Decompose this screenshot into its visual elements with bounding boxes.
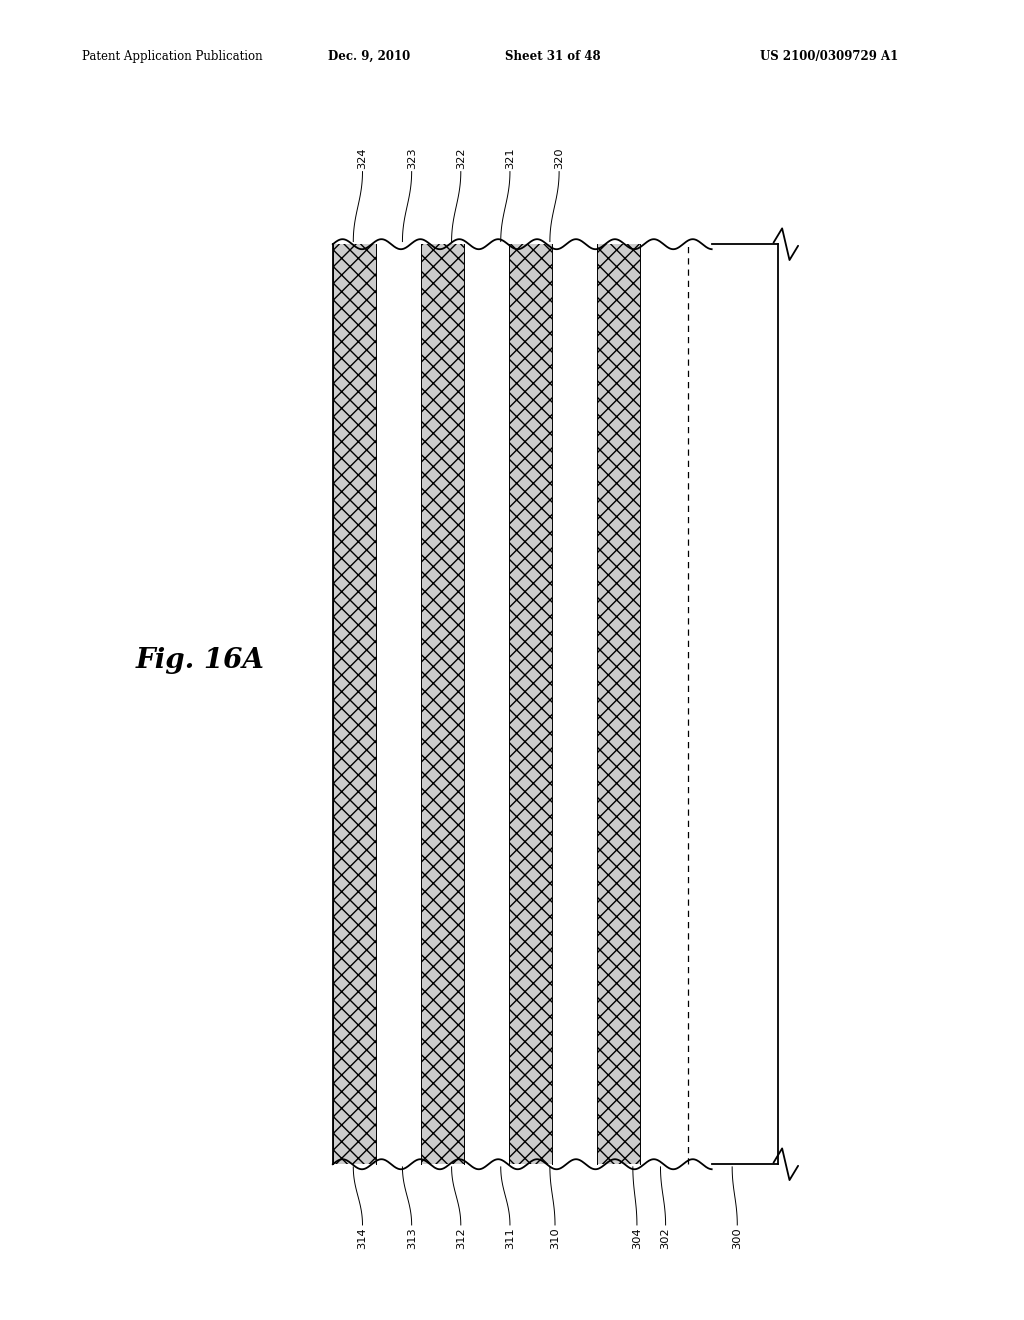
Bar [509,244,552,1164]
Text: 324: 324 [357,148,368,169]
Text: 322: 322 [456,148,466,169]
Text: 313: 313 [407,1228,417,1249]
Bar [421,244,464,1164]
Text: US 2100/0309729 A1: US 2100/0309729 A1 [760,50,899,63]
Text: Patent Application Publication: Patent Application Publication [82,50,262,63]
Text: 314: 314 [357,1228,368,1249]
Text: 321: 321 [505,148,515,169]
Text: 320: 320 [554,148,564,169]
Text: 310: 310 [550,1228,560,1249]
Text: 302: 302 [660,1228,671,1249]
Text: Sheet 31 of 48: Sheet 31 of 48 [505,50,601,63]
Text: 304: 304 [632,1228,642,1249]
Text: 311: 311 [505,1228,515,1249]
Text: 323: 323 [407,148,417,169]
Text: Dec. 9, 2010: Dec. 9, 2010 [328,50,410,63]
Text: 312: 312 [456,1228,466,1249]
Bar [333,244,778,1164]
Text: 300: 300 [732,1228,742,1249]
Text: Fig. 16A: Fig. 16A [135,647,264,673]
Bar [333,244,376,1164]
Bar [597,244,640,1164]
